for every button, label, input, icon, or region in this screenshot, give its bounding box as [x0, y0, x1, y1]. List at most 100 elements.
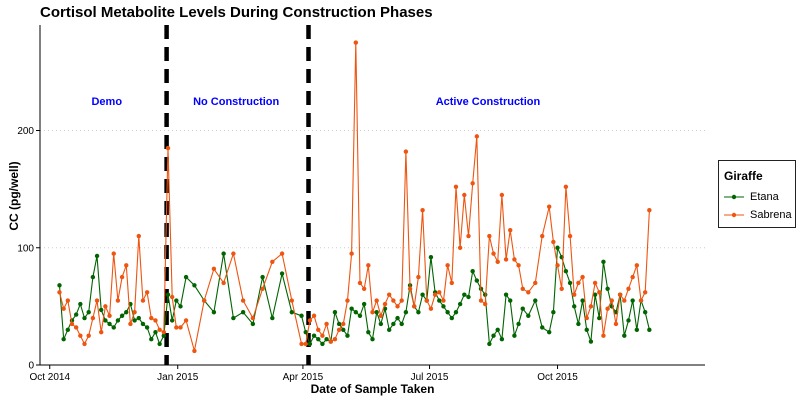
data-point-sabrena	[86, 333, 91, 338]
data-point-sabrena	[432, 292, 438, 297]
data-point-sabrena	[132, 310, 137, 315]
data-point-sabrena	[584, 315, 589, 321]
data-point-etana	[349, 306, 354, 311]
data-point-sabrena	[165, 145, 171, 151]
data-point-etana	[192, 283, 197, 288]
data-point-sabrena	[462, 192, 467, 198]
x-tick-label: Jan 2015	[157, 372, 199, 383]
data-point-sabrena	[617, 292, 623, 297]
data-point-sabrena	[124, 263, 129, 268]
y-tick-label: 100	[17, 243, 34, 254]
data-point-etana	[647, 327, 652, 333]
data-point-sabrena	[332, 337, 338, 342]
data-point-sabrena	[289, 298, 295, 303]
data-point-sabrena	[69, 321, 75, 327]
data-point-sabrena	[328, 339, 333, 344]
data-point-etana	[420, 292, 425, 297]
data-point-sabrena	[57, 290, 62, 295]
data-point-etana	[211, 310, 217, 315]
data-point-etana	[153, 329, 158, 335]
data-point-etana	[336, 321, 342, 327]
data-point-sabrena	[61, 306, 66, 311]
data-point-sabrena	[386, 292, 392, 297]
y-tick-label: 0	[28, 361, 34, 372]
data-point-etana	[57, 283, 62, 288]
data-point-sabrena	[576, 280, 581, 286]
data-point-sabrena	[103, 304, 108, 309]
data-point-sabrena	[551, 239, 556, 245]
data-point-sabrena	[495, 259, 500, 265]
legend-title: Giraffe	[724, 169, 763, 183]
data-point-sabrena	[399, 298, 404, 303]
data-point-sabrena	[540, 233, 545, 239]
data-point-sabrena	[73, 325, 79, 330]
data-point-sabrena	[638, 298, 644, 303]
data-point-etana	[592, 292, 598, 297]
data-point-etana	[115, 318, 121, 323]
data-point-etana	[324, 337, 329, 342]
data-point-sabrena	[597, 290, 602, 295]
phase-labels: Demo No Construction Active Construction	[91, 96, 540, 108]
data-point-sabrena	[580, 274, 585, 280]
data-point-sabrena	[516, 263, 521, 268]
data-point-etana	[563, 269, 569, 274]
data-point-sabrena	[555, 263, 560, 268]
data-point-sabrena	[499, 192, 505, 198]
data-point-etana	[174, 298, 179, 303]
data-point-etana	[270, 315, 275, 321]
data-point-etana	[622, 333, 627, 338]
axes: 0 100 200 Oct 2014 Jan 2015 Apr 2015 Jul 2015 O…	[17, 25, 705, 383]
data-point-sabrena	[508, 227, 513, 233]
data-point-sabrena	[65, 298, 71, 303]
data-point-sabrena	[441, 298, 446, 303]
phase-dividers	[164, 25, 311, 365]
data-point-etana	[378, 321, 384, 327]
data-point-sabrena	[470, 181, 475, 186]
data-point-sabrena	[503, 257, 509, 262]
data-point-sabrena	[437, 290, 442, 295]
data-point-sabrena	[420, 208, 425, 213]
data-point-sabrena	[140, 298, 146, 303]
data-point-sabrena	[231, 251, 236, 256]
data-point-sabrena	[279, 251, 285, 256]
data-point-sabrena	[378, 313, 384, 318]
data-point-sabrena	[563, 184, 569, 189]
data-point-etana	[533, 298, 538, 303]
data-point-etana	[516, 321, 521, 327]
x-axis-label: Date of Sample Taken	[310, 382, 435, 396]
data-point-sabrena	[491, 251, 496, 256]
data-point-etana	[540, 325, 545, 330]
data-point-sabrena	[466, 233, 471, 239]
data-point-etana	[546, 329, 552, 335]
data-point-sabrena	[609, 298, 614, 303]
data-point-etana	[495, 327, 500, 333]
data-point-etana	[73, 312, 79, 317]
y-axis-label: CC (pg/well)	[7, 161, 21, 231]
data-point-etana	[149, 337, 154, 342]
data-point-etana	[551, 310, 556, 315]
data-point-etana	[503, 292, 509, 297]
data-point-etana	[462, 292, 467, 297]
series-line-sabrena	[58, 42, 650, 352]
data-point-sabrena	[403, 149, 409, 154]
data-point-etana	[508, 298, 513, 303]
data-point-sabrena	[99, 329, 104, 335]
legend-key-etana	[724, 194, 744, 200]
data-point-sabrena	[307, 318, 313, 323]
series-lines	[57, 40, 652, 354]
data-point-sabrena	[449, 280, 454, 286]
data-point-sabrena	[178, 325, 183, 330]
data-point-etana	[65, 327, 71, 333]
data-point-sabrena	[90, 315, 96, 321]
data-point-etana	[491, 333, 496, 338]
data-point-sabrena	[626, 286, 631, 291]
data-point-etana	[316, 337, 321, 342]
data-point-sabrena	[520, 286, 525, 291]
data-point-etana	[345, 333, 350, 338]
data-point-etana	[299, 313, 304, 318]
data-point-etana	[82, 315, 87, 321]
data-point-sabrena	[366, 263, 371, 268]
data-point-sabrena	[634, 263, 640, 268]
data-point-sabrena	[533, 280, 538, 286]
data-point-sabrena	[303, 341, 308, 347]
